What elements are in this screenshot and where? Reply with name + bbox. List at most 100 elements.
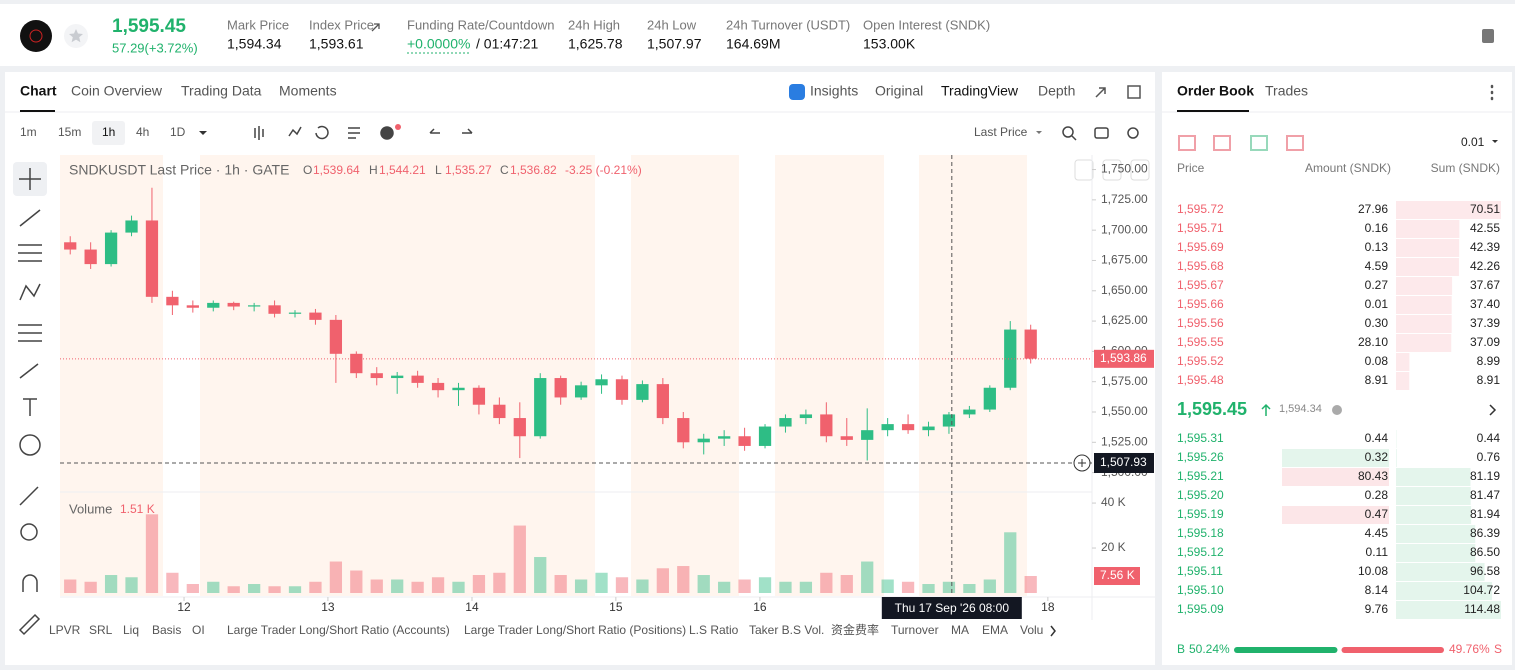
indicator[interactable]: Turnover <box>891 623 939 637</box>
session-band <box>775 155 884 596</box>
tab[interactable]: Trading Data <box>181 83 262 99</box>
layout-icon[interactable] <box>1127 85 1141 99</box>
x-tick-label: 12 <box>177 600 191 614</box>
stat-value: 164.69M <box>726 36 780 52</box>
indicator[interactable]: L.S Ratio <box>689 623 739 637</box>
stat-label: 24h High <box>568 17 620 32</box>
y-tick-label: 1,650.00 <box>1101 283 1148 297</box>
mid-price: 1,595.45 <box>1177 399 1247 419</box>
dropdown-arrow[interactable] <box>1492 140 1498 143</box>
crosshair-time-tag <box>881 597 1022 619</box>
dropdown-arrow[interactable] <box>199 131 207 135</box>
depth-bar <box>1396 220 1460 238</box>
volume-bar <box>104 575 118 593</box>
order-sum: 42.39 <box>1470 240 1500 254</box>
volume-bar <box>861 561 874 593</box>
interval[interactable]: 1m <box>20 125 37 139</box>
depth-bar <box>1396 239 1460 257</box>
depth-bar <box>1396 258 1459 276</box>
candle-body <box>391 375 404 379</box>
order-sum: 104.72 <box>1463 583 1500 597</box>
volume-bar <box>431 577 445 593</box>
interval[interactable]: 4h <box>136 125 149 139</box>
x-tick-label: 14 <box>465 600 479 614</box>
volume-bar <box>513 525 526 593</box>
indicator[interactable]: EMA <box>982 623 1008 637</box>
indicator[interactable]: Volu <box>1020 623 1043 637</box>
chevron <box>1489 404 1497 416</box>
indicator[interactable]: SRL <box>89 623 113 637</box>
y-tick-label: 1,675.00 <box>1101 253 1148 267</box>
drawing-tools <box>18 168 42 636</box>
crosshair-price-tag <box>1094 452 1154 473</box>
star-icon <box>68 29 83 43</box>
order-price: 1,595.69 <box>1177 240 1224 254</box>
view-tab[interactable]: Insights <box>810 83 858 99</box>
indicator[interactable]: 资金费率 <box>831 622 879 637</box>
order-price: 1,595.48 <box>1177 373 1224 387</box>
depth-bar <box>1396 525 1476 543</box>
candle-body <box>799 414 813 419</box>
candle-body <box>452 387 465 391</box>
plus <box>1078 458 1086 467</box>
order-amount: 0.11 <box>1366 545 1389 559</box>
menu-icon[interactable] <box>1482 29 1494 43</box>
toolbar-icons <box>254 125 1139 141</box>
order-amount: 0.44 <box>1365 431 1389 445</box>
depth-bar <box>1396 372 1410 390</box>
dropdown-arrow[interactable] <box>1036 131 1042 134</box>
indicator[interactable]: Taker B.S Vol. <box>749 623 824 637</box>
large-order-highlight <box>1282 506 1389 524</box>
expand-icon[interactable] <box>1095 87 1106 98</box>
tab[interactable]: Coin Overview <box>71 83 163 99</box>
order-price: 1,595.09 <box>1177 602 1224 616</box>
candle-body <box>963 409 976 415</box>
candle-body <box>636 384 649 400</box>
volume-bar <box>472 575 486 593</box>
indicator[interactable]: Liq <box>123 623 139 637</box>
large-order-highlight <box>1282 449 1389 467</box>
tab[interactable]: Trades <box>1265 83 1308 99</box>
order-price: 1,595.21 <box>1177 469 1224 483</box>
chart-title: SNDKUSDT Last Price · 1h · GATE <box>69 162 289 178</box>
price-source[interactable]: Last Price <box>974 125 1028 139</box>
ohlc-value: 1,539.64 <box>313 163 360 177</box>
info-icon <box>1332 405 1342 415</box>
order-sum: 42.55 <box>1470 221 1500 235</box>
order-amount: 8.91 <box>1365 373 1389 387</box>
sell-ratio-bar <box>1341 647 1444 653</box>
order-amount: 4.59 <box>1365 259 1389 273</box>
indicator[interactable]: Large Trader Long/Short Ratio (Accounts) <box>227 623 450 637</box>
chart-control[interactable] <box>1074 159 1094 181</box>
view-tab[interactable]: Depth <box>1038 83 1075 99</box>
indicator[interactable]: LPVR <box>49 623 81 637</box>
order-sum: 37.09 <box>1470 335 1500 349</box>
candle-body <box>758 426 772 446</box>
order-sum: 96.58 <box>1470 564 1500 578</box>
tab[interactable]: Order Book <box>1177 83 1254 99</box>
interval[interactable]: 1h <box>102 125 115 139</box>
chart-control[interactable] <box>1130 159 1150 181</box>
stat-label: 24h Low <box>647 17 697 32</box>
chart-control[interactable] <box>1102 159 1122 181</box>
indicator[interactable]: OI <box>192 623 205 637</box>
interval[interactable]: 15m <box>58 125 81 139</box>
tab[interactable]: Chart <box>20 83 57 99</box>
interval[interactable]: 1D <box>170 125 186 139</box>
precision: 0.01 <box>1461 135 1485 149</box>
indicator[interactable]: Basis <box>152 623 181 637</box>
view-tab[interactable]: Original <box>875 83 923 99</box>
indicator[interactable]: MA <box>951 623 969 637</box>
volume-bar <box>125 577 138 593</box>
order-amount: 8.14 <box>1365 583 1389 597</box>
indicator[interactable]: Large Trader Long/Short Ratio (Positions… <box>464 623 686 637</box>
view-tab[interactable]: TradingView <box>941 83 1019 99</box>
volume-bar <box>288 586 302 593</box>
volume-bar <box>636 579 649 593</box>
depth-bar <box>1396 277 1453 295</box>
candle-body <box>595 379 608 386</box>
order-price: 1,595.55 <box>1177 335 1224 349</box>
tab[interactable]: Moments <box>279 83 337 99</box>
depth-bar <box>1396 468 1471 486</box>
